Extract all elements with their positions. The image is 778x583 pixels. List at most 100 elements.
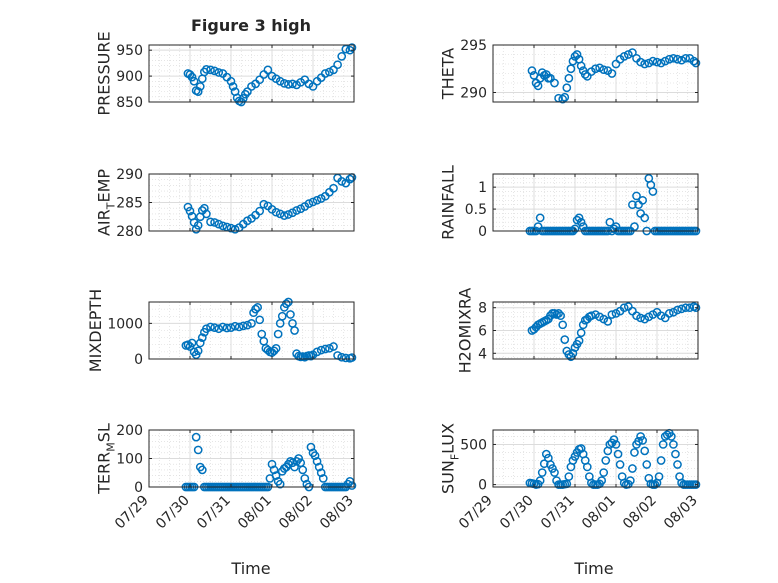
y-tick-label: 0 bbox=[478, 478, 487, 494]
y-tick-label: 295 bbox=[460, 38, 487, 54]
data-point bbox=[664, 54, 674, 64]
data-point bbox=[226, 76, 236, 86]
data-point bbox=[279, 78, 289, 88]
data-point bbox=[628, 464, 637, 473]
data-point bbox=[527, 66, 537, 76]
data-point bbox=[255, 315, 265, 325]
data-point bbox=[271, 207, 281, 217]
data-point bbox=[630, 448, 639, 457]
data-point bbox=[576, 444, 586, 453]
data-point bbox=[587, 311, 596, 321]
data-point bbox=[572, 50, 582, 59]
data-point bbox=[316, 345, 326, 355]
y-tick-label: 0 bbox=[478, 224, 487, 240]
x-tick-label: 07/31 bbox=[194, 493, 234, 533]
data-point bbox=[664, 309, 674, 318]
y-axis-label: H2OMIXRA bbox=[456, 288, 475, 374]
data-point bbox=[640, 446, 650, 456]
data-point bbox=[222, 323, 232, 333]
data-point bbox=[284, 210, 293, 219]
data-point bbox=[308, 82, 318, 91]
data-point bbox=[347, 481, 357, 490]
data-point bbox=[206, 65, 215, 75]
data-point bbox=[677, 304, 686, 314]
y-axis-label: RAINFALL bbox=[439, 165, 458, 240]
data-point bbox=[200, 203, 209, 213]
y-axis-label: MIXDEPTH bbox=[86, 289, 105, 372]
y-tick-label: 285 bbox=[116, 196, 143, 212]
data-point bbox=[243, 87, 252, 96]
data-point bbox=[282, 299, 291, 309]
y-tick-label: 200 bbox=[116, 423, 143, 439]
data-point bbox=[234, 322, 244, 332]
data-point bbox=[691, 480, 701, 489]
data-point bbox=[560, 92, 570, 102]
data-point bbox=[669, 440, 678, 449]
data-point bbox=[312, 457, 322, 466]
data-point bbox=[193, 445, 203, 455]
data-point bbox=[574, 213, 584, 223]
data-point bbox=[329, 342, 338, 351]
data-point bbox=[660, 56, 670, 66]
y-tick-label: 0 bbox=[134, 352, 143, 368]
data-point bbox=[681, 53, 691, 63]
data-point bbox=[275, 209, 285, 219]
data-point bbox=[310, 451, 320, 460]
y-tick-label: 1000 bbox=[107, 316, 143, 332]
data-point bbox=[277, 311, 287, 321]
data-point bbox=[619, 52, 629, 61]
data-point bbox=[634, 436, 643, 446]
data-point bbox=[189, 76, 199, 86]
y-tick-label: 0.5 bbox=[465, 202, 487, 218]
data-point bbox=[300, 474, 310, 483]
data-point bbox=[636, 313, 645, 323]
data-point bbox=[253, 302, 262, 312]
x-axis-label-right: Time bbox=[573, 559, 613, 578]
data-point bbox=[578, 320, 588, 330]
y-tick-label: 4 bbox=[478, 346, 487, 362]
data-point bbox=[535, 476, 545, 485]
data-point bbox=[325, 343, 334, 353]
data-point bbox=[658, 440, 668, 449]
data-point bbox=[269, 346, 279, 356]
x-axis-label-left: Time bbox=[230, 559, 270, 578]
data-point bbox=[533, 81, 543, 91]
data-point bbox=[294, 454, 303, 463]
data-point bbox=[298, 465, 308, 475]
y-axis-label: PRESSURE bbox=[95, 31, 114, 115]
data-point bbox=[558, 320, 568, 330]
panel-rainfall: 0 0.5 1 RAINFALL bbox=[439, 165, 701, 240]
panel-terr-msl: 0 100 200 07/29 07/30 07/31 08/01 08/02 08/03 TER… bbox=[95, 423, 357, 532]
y-tick-label: 280 bbox=[116, 224, 143, 240]
data-point bbox=[576, 217, 586, 227]
x-tick-label: 08/01 bbox=[579, 493, 619, 533]
data-point bbox=[636, 57, 645, 67]
data-point bbox=[603, 317, 613, 326]
data-point bbox=[595, 63, 604, 73]
data-point bbox=[640, 213, 650, 223]
data-point bbox=[202, 65, 211, 74]
data-point bbox=[279, 211, 289, 220]
data-point bbox=[570, 224, 580, 234]
data-point bbox=[648, 56, 658, 66]
data-point bbox=[271, 343, 281, 353]
data-point bbox=[574, 336, 584, 346]
y-tick-label: 0 bbox=[134, 480, 143, 496]
data-point bbox=[568, 348, 578, 358]
data-point bbox=[632, 191, 641, 201]
data-point bbox=[619, 303, 629, 313]
data-point bbox=[673, 54, 682, 64]
data-point bbox=[677, 55, 686, 65]
data-point bbox=[320, 69, 330, 78]
data-point bbox=[554, 309, 563, 318]
data-point bbox=[337, 177, 347, 186]
data-point bbox=[308, 197, 318, 207]
data-point bbox=[656, 456, 666, 465]
data-point bbox=[564, 472, 574, 481]
data-point bbox=[550, 78, 559, 88]
x-tick-label: 08/01 bbox=[235, 493, 275, 533]
data-point bbox=[286, 310, 295, 319]
data-point bbox=[255, 206, 265, 216]
